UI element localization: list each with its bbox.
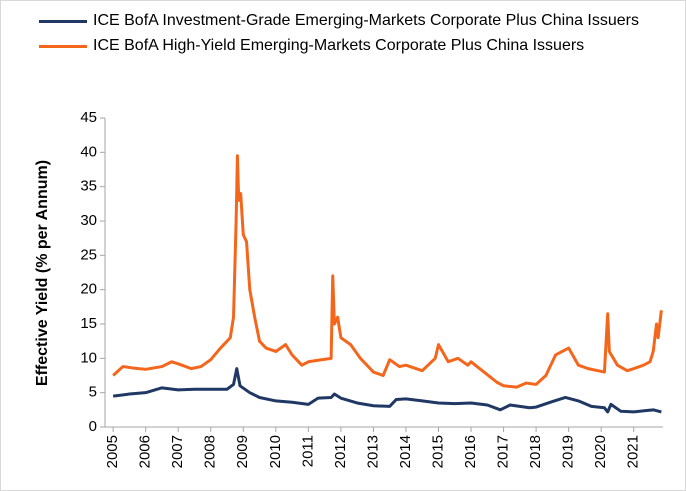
legend-entry: ICE BofA Investment-Grade Emerging-Marke… [31, 11, 653, 30]
x-tick-label: 2014 [397, 435, 414, 468]
x-tick-label: 2011 [299, 435, 316, 467]
y-tick-label: 40 [80, 143, 97, 160]
y-tick-label: 0 [89, 418, 97, 435]
x-tick-label: 2008 [202, 435, 219, 468]
x-tick-label: 2007 [169, 435, 186, 468]
legend: ICE BofA Investment-Grade Emerging-Marke… [31, 11, 681, 61]
y-axis-label: Effective Yield (% per Annum) [34, 160, 51, 386]
x-tick-label: 2016 [462, 435, 479, 468]
series-line [112, 367, 662, 414]
legend-swatch [39, 45, 87, 48]
y-tick-label: 15 [80, 315, 97, 332]
legend-label: ICE BofA Investment-Grade Emerging-Marke… [93, 12, 639, 29]
y-tick-label: 45 [80, 109, 97, 126]
x-tick-label: 2017 [495, 435, 512, 468]
x-tick-label: 2010 [267, 435, 284, 468]
x-tick-label: 2020 [592, 435, 609, 468]
legend-swatch [39, 20, 87, 23]
y-tick-label: 5 [89, 384, 97, 401]
y-tick-label: 10 [80, 349, 97, 366]
x-tick-label: 2015 [429, 435, 446, 468]
x-tick-label: 2013 [364, 435, 381, 468]
legend-label: ICE BofA High-Yield Emerging-Markets Cor… [93, 37, 585, 54]
x-tick-label: 2009 [234, 435, 251, 468]
x-tick-label: 2021 [625, 435, 642, 468]
x-tick-label: 2005 [104, 435, 121, 468]
x-tick-label: 2018 [527, 435, 544, 468]
series-line [112, 154, 663, 389]
legend-entry: ICE BofA High-Yield Emerging-Markets Cor… [31, 36, 653, 55]
y-tick-label: 25 [80, 246, 97, 263]
x-tick-label: 2006 [137, 435, 154, 468]
y-tick-label: 30 [80, 212, 97, 229]
x-tick-label: 2012 [332, 435, 349, 468]
x-tick-label: 2019 [560, 435, 577, 468]
y-tick-label: 20 [80, 281, 97, 298]
y-tick-label: 35 [80, 178, 97, 195]
